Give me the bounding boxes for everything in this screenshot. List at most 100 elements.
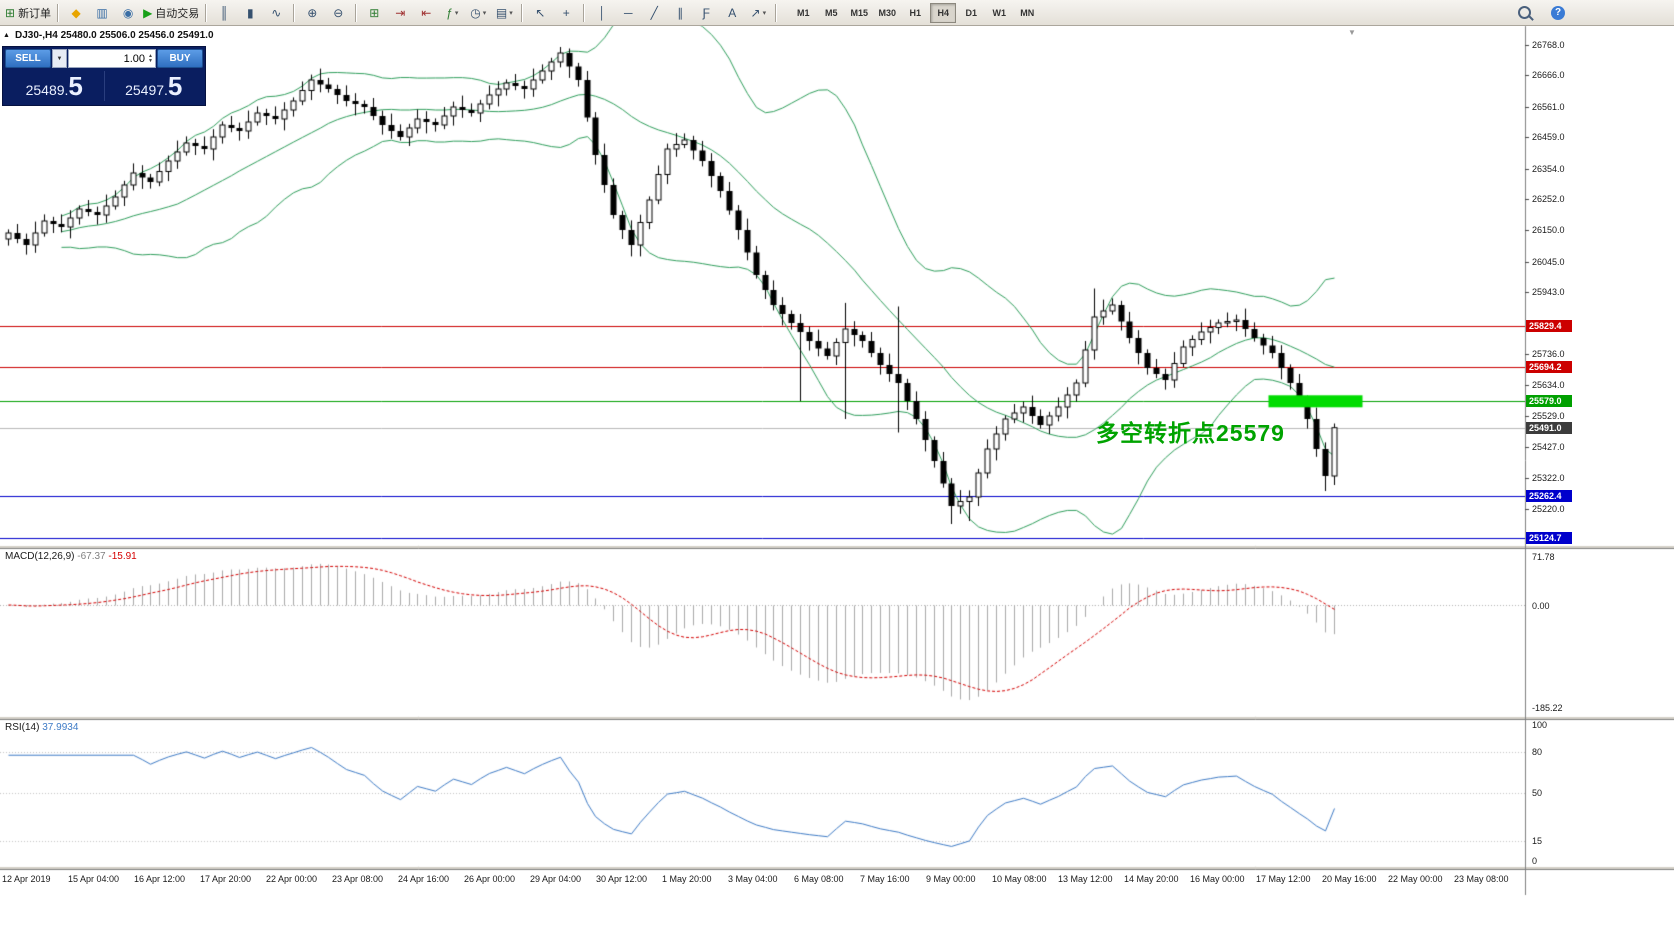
- pivot-annotation-text: 多空转折点25579: [1096, 420, 1285, 446]
- market-watch-icon: ▥: [96, 5, 108, 20]
- crosshair-button[interactable]: +: [554, 2, 578, 24]
- auto-trading-button[interactable]: ▶ 自动交易: [142, 2, 200, 24]
- auto-trading-icon: ▶: [143, 5, 153, 20]
- timeframe-m30-button[interactable]: M30: [878, 7, 897, 18]
- help-icon: ?: [1551, 5, 1565, 20]
- horizontal-line-button[interactable]: ─: [616, 2, 640, 24]
- new-order-button-label: 新订单: [18, 7, 52, 20]
- chevron-down-icon: ▾: [482, 9, 487, 17]
- price-divider: [103, 71, 105, 101]
- toolbar-right: ?: [1511, 2, 1571, 24]
- equidistant-channel-icon: ∥: [677, 5, 684, 20]
- fibonacci-icon: Ƒ: [702, 5, 710, 20]
- timeframe-m15-button[interactable]: M15: [850, 7, 869, 18]
- buy-button[interactable]: BUY: [157, 49, 203, 68]
- toolbar-left: ⊞ 新订单 ◆ ▥ ◉ ▶ 自动交易 ║ ▮ ∿ ⊕ ⊖ ⊞ ⇥ ⇤ ƒ ▾ ◷ ▾ ▤ ▾ ↖ + │ ─ ╱ ∥ Ƒ A ↗ ▾: [3, 2, 781, 24]
- volume-value: 1.00: [123, 52, 146, 65]
- chevron-down-icon: ▾: [509, 9, 513, 17]
- chart-shift-marker-icon[interactable]: ▼: [1348, 28, 1356, 37]
- search-icon: [1517, 6, 1531, 19]
- data-window-icon: ◉: [122, 5, 134, 20]
- line-chart-icon: ∿: [271, 5, 282, 20]
- templates-button[interactable]: ▤ ▾: [492, 2, 516, 24]
- text-button[interactable]: A: [720, 2, 744, 24]
- arrows-icon: ↗: [750, 5, 761, 20]
- candlestick-chart-button[interactable]: ▮: [238, 2, 262, 24]
- timeframe-w1-button[interactable]: W1: [992, 7, 1007, 18]
- metaeditor-icon: ◆: [71, 5, 81, 20]
- toolbar-separator: [521, 3, 524, 22]
- vertical-line-icon: │: [598, 5, 607, 20]
- volume-dropdown-button[interactable]: ▼: [52, 49, 67, 68]
- zoom-in-icon: ⊕: [307, 5, 318, 20]
- tile-windows-button[interactable]: ⊞: [362, 2, 386, 24]
- chart-shift-button[interactable]: ⇤: [414, 2, 438, 24]
- timeframe-group: M1 M5 M15 M30 H1 H4 D1 W1 MN: [789, 2, 1041, 23]
- cursor-button[interactable]: ↖: [528, 2, 552, 24]
- trade-panel-prices: 25489.5 25497.5: [5, 68, 203, 104]
- timeframe-d1-button[interactable]: D1: [965, 7, 978, 18]
- templates-icon: ▤: [495, 5, 508, 20]
- trendline-icon: ╱: [650, 5, 658, 20]
- help-button[interactable]: ?: [1546, 2, 1570, 24]
- toolbar: ⊞ 新订单 ◆ ▥ ◉ ▶ 自动交易 ║ ▮ ∿ ⊕ ⊖ ⊞ ⇥ ⇤ ƒ ▾ ◷ ▾ ▤ ▾ ↖ + │ ─ ╱ ∥ Ƒ A ↗ ▾ M1 M…: [0, 0, 1674, 26]
- sell-price[interactable]: 25489.5: [25, 71, 83, 101]
- arrows-button[interactable]: ↗ ▾: [746, 2, 770, 24]
- timeframe-h4-button[interactable]: H4: [930, 2, 957, 23]
- volume-spinner[interactable]: ▲ ▼: [148, 52, 153, 64]
- auto-trading-button-label: 自动交易: [155, 7, 200, 20]
- periods-icon: ◷: [470, 5, 481, 20]
- equidistant-channel-button[interactable]: ∥: [668, 2, 692, 24]
- timeframe-m1-button[interactable]: M1: [797, 7, 810, 18]
- chevron-down-icon: ▾: [762, 9, 767, 17]
- auto-scroll-button[interactable]: ⇥: [388, 2, 412, 24]
- vertical-line-button[interactable]: │: [590, 2, 614, 24]
- bar-chart-icon: ║: [220, 5, 229, 20]
- candlestick-chart-icon: ▮: [246, 5, 254, 20]
- collapse-panel-arrow-icon[interactable]: ▲: [3, 32, 10, 39]
- new-order-button[interactable]: ⊞ 新订单: [4, 2, 52, 24]
- crosshair-icon: +: [562, 5, 570, 20]
- buy-price[interactable]: 25497.5: [125, 71, 183, 101]
- data-window-button[interactable]: ◉: [116, 2, 140, 24]
- auto-scroll-icon: ⇥: [395, 5, 406, 20]
- rsi-indicator-label: RSI(14) 37.9934: [5, 722, 79, 733]
- chevron-down-icon: ▼: [56, 55, 63, 62]
- text-icon: A: [728, 5, 737, 20]
- fibonacci-button[interactable]: Ƒ: [694, 2, 718, 24]
- timeframe-h1-button[interactable]: H1: [909, 7, 922, 18]
- chart-title: DJ30-,H4 25480.0 25506.0 25456.0 25491.0: [15, 30, 214, 41]
- toolbar-separator: [293, 3, 296, 22]
- trendline-button[interactable]: ╱: [642, 2, 666, 24]
- bar-chart-button[interactable]: ║: [212, 2, 236, 24]
- tile-windows-icon: ⊞: [369, 5, 380, 20]
- timeframe-mn-button[interactable]: MN: [1020, 7, 1035, 18]
- toolbar-separator: [355, 3, 358, 22]
- volume-field[interactable]: 1.00 ▲ ▼: [68, 49, 156, 68]
- chevron-down-icon: ▾: [454, 9, 459, 17]
- one-click-trading-panel: SELL ▼ 1.00 ▲ ▼ BUY 25489.5 25497.5: [2, 46, 206, 106]
- new-order-icon: ⊞: [5, 5, 16, 20]
- toolbar-separator: [205, 3, 208, 22]
- zoom-out-button[interactable]: ⊖: [326, 2, 350, 24]
- macd-indicator-label: MACD(12,26,9) -67.37 -15.91: [5, 551, 137, 562]
- zoom-out-icon: ⊖: [333, 5, 344, 20]
- line-chart-button[interactable]: ∿: [264, 2, 288, 24]
- indicators-button[interactable]: ƒ ▾: [440, 2, 464, 24]
- cursor-icon: ↖: [535, 5, 546, 20]
- timeframe-m5-button[interactable]: M5: [825, 7, 838, 18]
- trade-panel-controls: SELL ▼ 1.00 ▲ ▼ BUY: [5, 49, 203, 68]
- toolbar-separator: [583, 3, 586, 22]
- zoom-in-button[interactable]: ⊕: [300, 2, 324, 24]
- indicators-icon: ƒ: [446, 5, 453, 20]
- metaeditor-button[interactable]: ◆: [64, 2, 88, 24]
- horizontal-line-icon: ─: [624, 5, 633, 20]
- market-watch-button[interactable]: ▥: [90, 2, 114, 24]
- toolbar-separator: [775, 3, 778, 22]
- sell-button[interactable]: SELL: [5, 49, 51, 68]
- search-button[interactable]: [1512, 2, 1536, 24]
- periods-button[interactable]: ◷ ▾: [466, 2, 490, 24]
- chart-shift-icon: ⇤: [421, 5, 432, 20]
